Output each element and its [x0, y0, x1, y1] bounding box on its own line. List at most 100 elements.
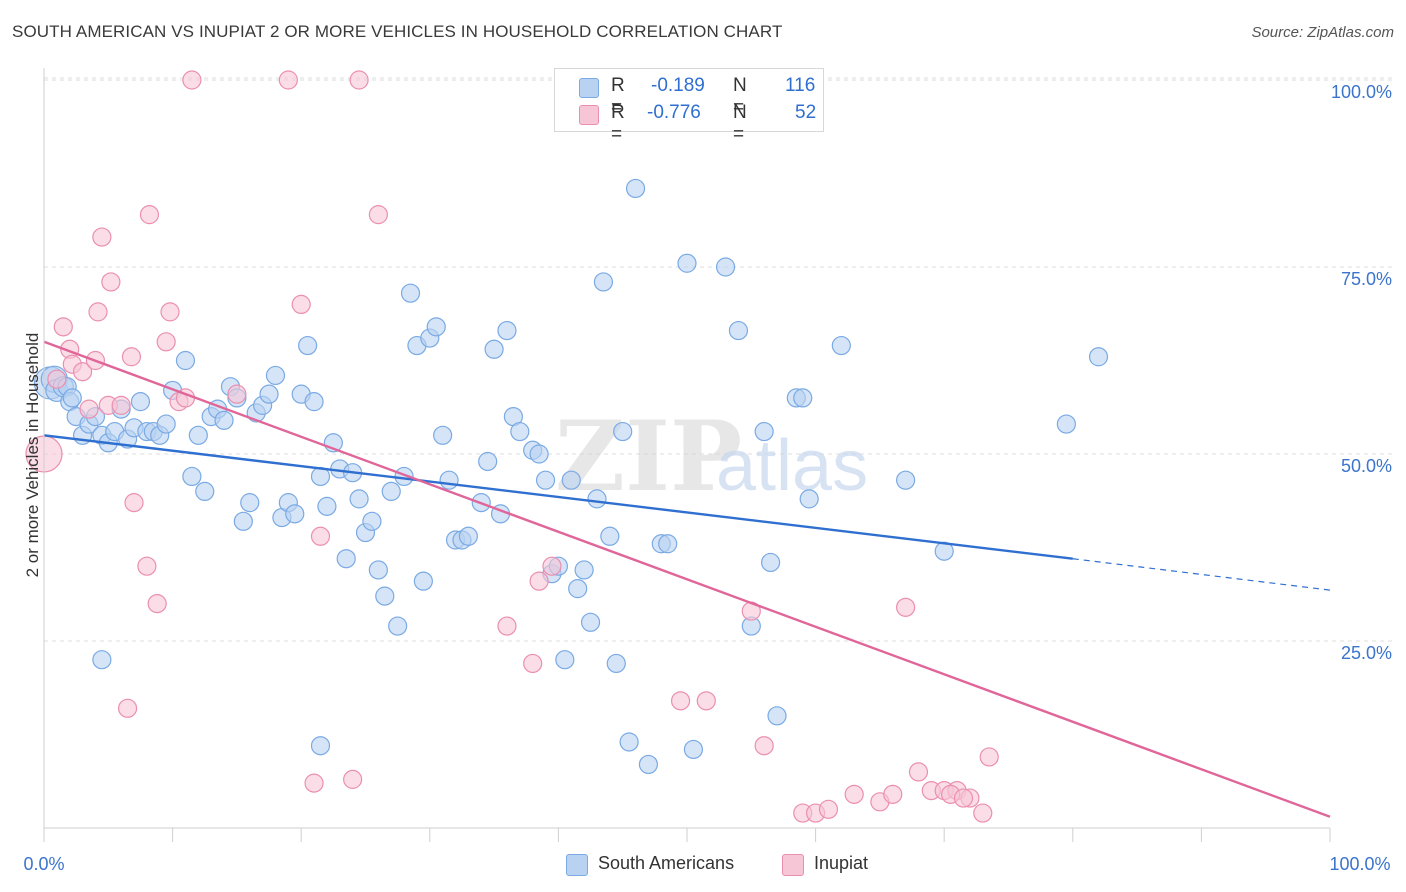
data-point	[670, 691, 691, 711]
data-point	[240, 493, 260, 513]
data-point	[53, 317, 73, 337]
data-point	[182, 466, 202, 487]
data-point	[760, 552, 781, 573]
data-point	[375, 586, 395, 606]
south-americans-legend-label: South Americans	[598, 853, 735, 873]
watermark-atlas: atlas	[716, 426, 868, 506]
data-point	[619, 732, 639, 752]
data-point	[79, 399, 99, 419]
data-point	[259, 384, 279, 404]
south-americans-swatch	[579, 78, 599, 98]
data-point	[484, 339, 504, 359]
trend-layer	[43, 340, 1331, 818]
data-point	[182, 70, 202, 90]
data-point	[568, 579, 588, 599]
data-point	[754, 421, 774, 442]
data-point	[896, 597, 916, 617]
data-point	[896, 470, 916, 490]
inupiat-swatch	[579, 105, 599, 125]
points-layer	[25, 70, 1109, 823]
data-point	[400, 283, 421, 303]
data-point	[349, 489, 369, 509]
data-point	[111, 395, 131, 415]
data-point	[227, 384, 247, 404]
data-point	[88, 302, 108, 322]
data-point	[561, 470, 581, 490]
legend-n-label: N =	[733, 102, 747, 145]
legend-r-value: -0.776	[647, 102, 701, 123]
data-point	[381, 481, 401, 501]
data-point	[973, 803, 993, 823]
data-point	[587, 489, 607, 509]
data-point	[278, 70, 298, 90]
data-point	[497, 616, 517, 636]
data-point	[606, 653, 626, 674]
data-point	[368, 205, 388, 225]
data-point	[715, 257, 736, 277]
data-point	[677, 253, 697, 273]
data-point	[728, 320, 749, 341]
data-point	[310, 736, 331, 756]
data-point	[349, 70, 369, 90]
inupiat-legend-swatch	[782, 854, 804, 876]
data-point	[439, 470, 459, 490]
data-point	[92, 650, 112, 670]
chart-source: Source: ZipAtlas.com	[1251, 24, 1394, 41]
y-axis-label: 2 or more Vehicles in Household	[23, 332, 42, 578]
data-point	[574, 560, 594, 580]
data-point	[497, 320, 517, 341]
data-point	[291, 294, 311, 314]
data-point	[580, 612, 601, 632]
x-tick-label-end: 100.0%	[1329, 854, 1390, 874]
legend-r-label: R =	[611, 75, 625, 118]
y-tick-label: 25.0%	[1341, 643, 1392, 663]
trend-line-south-americans	[43, 434, 1073, 560]
data-point	[368, 560, 388, 580]
data-point	[233, 511, 253, 531]
data-point	[529, 571, 549, 591]
correlation-legend: R = -0.189 N = 116 R = -0.776 N = 52	[554, 68, 824, 145]
trend-line-inupiat	[43, 340, 1331, 818]
data-point	[130, 392, 151, 412]
data-point	[47, 369, 67, 389]
data-point	[1056, 414, 1076, 434]
data-point	[555, 650, 575, 670]
data-point	[304, 773, 324, 793]
data-point	[799, 489, 819, 509]
data-point	[818, 799, 839, 819]
data-point	[117, 698, 138, 718]
legend-n-value: 52	[795, 102, 817, 123]
data-point	[979, 747, 999, 767]
data-point	[156, 332, 176, 352]
data-point	[304, 392, 324, 412]
data-point	[831, 335, 851, 356]
data-point	[953, 788, 974, 808]
data-point	[92, 227, 112, 247]
data-point	[696, 691, 716, 711]
inupiat-legend-label: Inupiat	[814, 853, 869, 873]
chart-title: SOUTH AMERICAN VS INUPIAT 2 OR MORE VEHI…	[12, 22, 783, 41]
data-point	[883, 784, 903, 804]
data-point	[683, 739, 704, 760]
data-point	[214, 410, 234, 430]
data-point	[458, 526, 478, 546]
data-point	[388, 616, 408, 636]
data-point	[265, 365, 286, 386]
watermark-zip: ZIP	[555, 400, 742, 513]
data-point	[121, 347, 142, 367]
data-point	[529, 444, 549, 464]
grid-layer	[44, 77, 1392, 642]
data-point	[298, 335, 318, 356]
data-point	[317, 496, 337, 516]
data-point	[310, 526, 331, 546]
data-point	[147, 593, 167, 614]
data-point	[362, 511, 382, 531]
data-point	[754, 736, 774, 756]
data-point	[188, 425, 208, 445]
trend-extension-south-americans	[1072, 558, 1331, 591]
data-point	[426, 317, 446, 337]
data-point	[793, 388, 813, 408]
series-south-americans	[33, 178, 1109, 775]
